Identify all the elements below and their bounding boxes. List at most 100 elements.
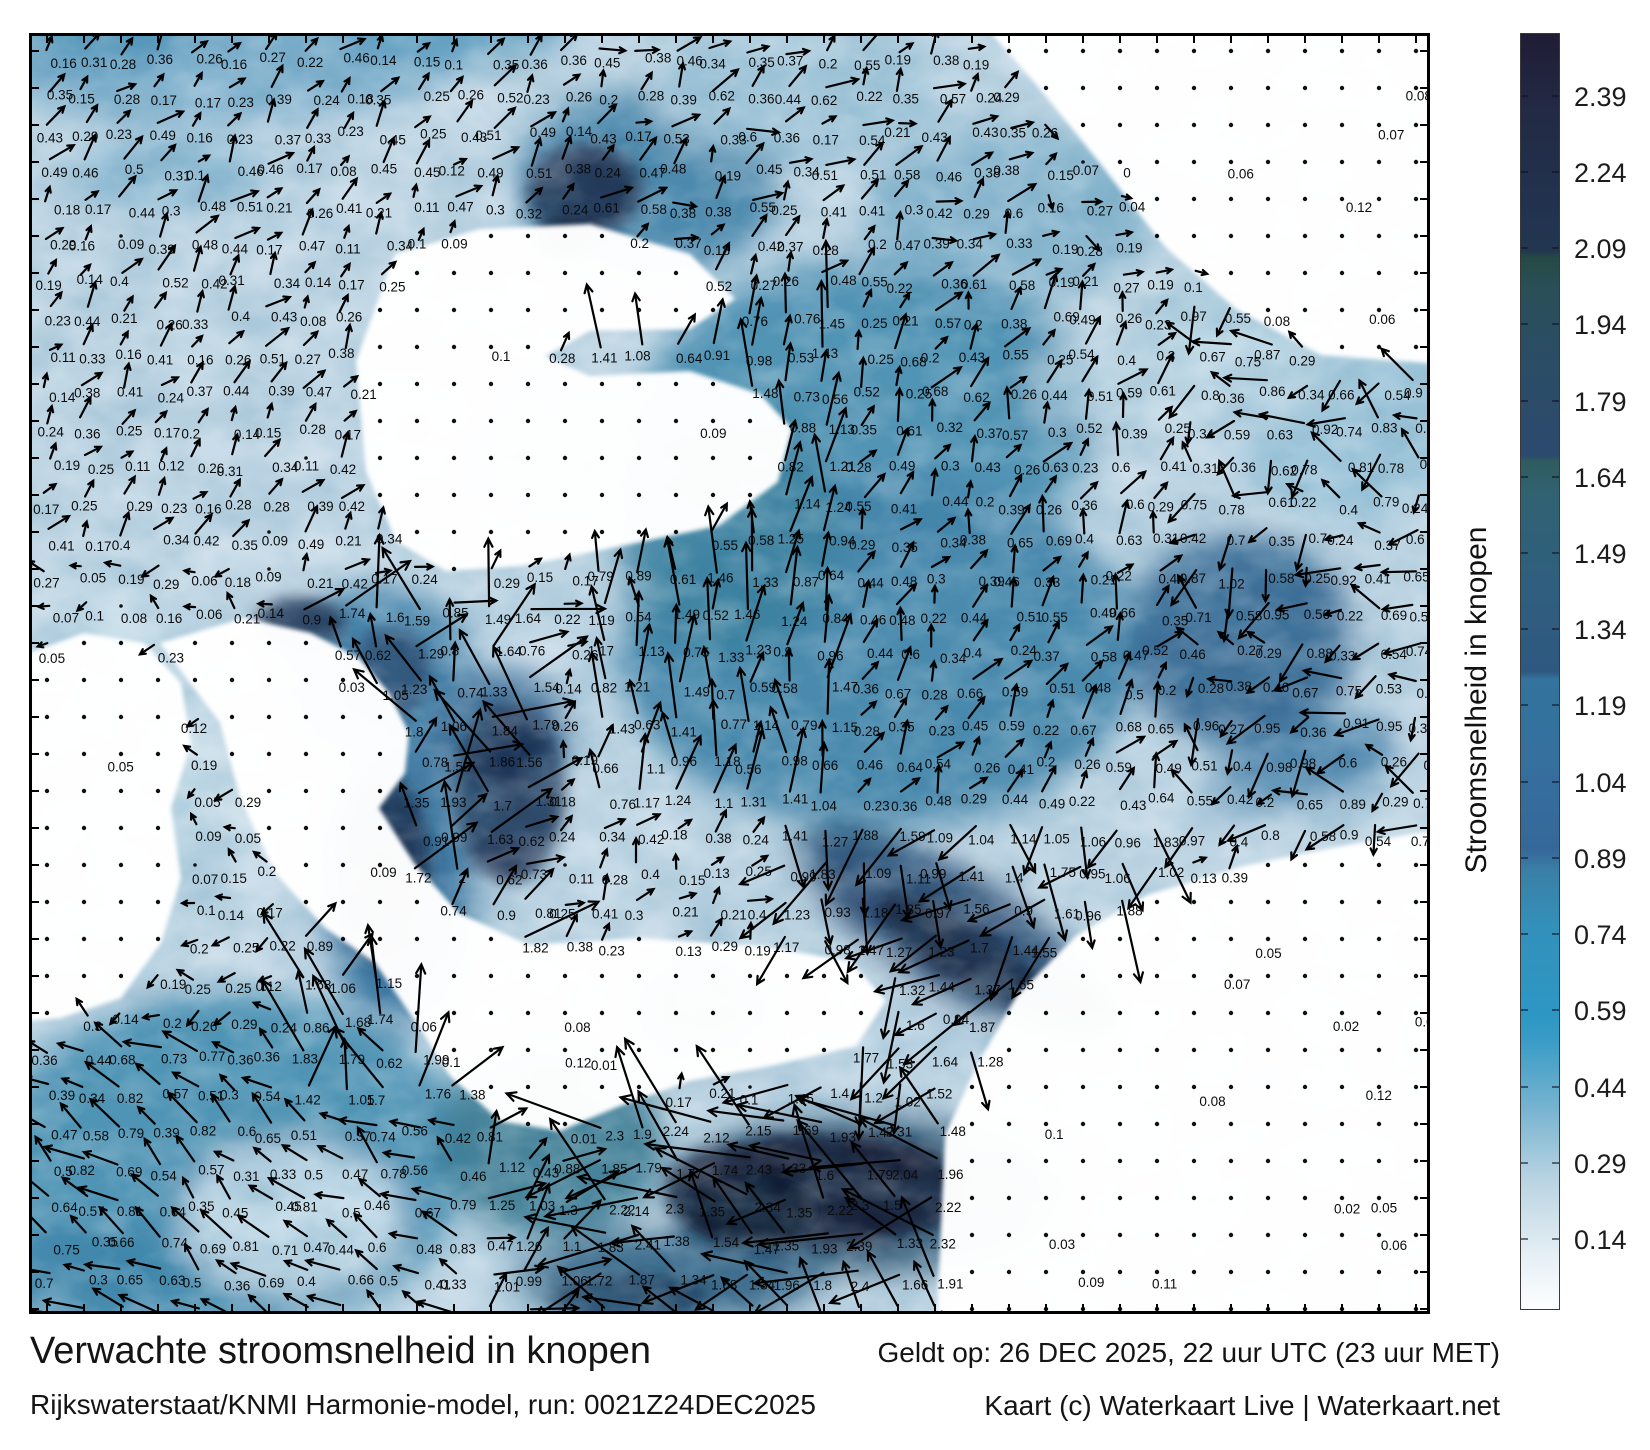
svg-text:1.06: 1.06: [1104, 871, 1130, 886]
svg-text:0.41: 0.41: [859, 203, 885, 218]
svg-text:0.18: 0.18: [225, 575, 251, 590]
colorbar-tick-label: 0.59: [1574, 996, 1627, 1027]
svg-text:0.55: 0.55: [1002, 347, 1028, 362]
svg-text:0.55: 0.55: [1187, 794, 1213, 809]
model-run-info: Rijkswaterstaat/KNMI Harmonie-model, run…: [30, 1389, 816, 1420]
svg-text:0.9: 0.9: [773, 645, 792, 660]
svg-text:0.71: 0.71: [272, 1243, 298, 1258]
svg-text:0.22: 0.22: [1069, 794, 1095, 809]
svg-text:0.38: 0.38: [328, 346, 354, 361]
svg-text:0.21: 0.21: [672, 904, 698, 919]
svg-text:0.05: 0.05: [194, 795, 220, 810]
svg-text:0.24: 0.24: [38, 425, 65, 440]
svg-text:0.28: 0.28: [549, 351, 575, 366]
svg-text:0.12: 0.12: [1346, 200, 1372, 215]
svg-text:1.19: 1.19: [589, 613, 615, 628]
svg-text:0.98: 0.98: [1266, 760, 1292, 775]
svg-text:0.51: 0.51: [475, 128, 501, 143]
svg-text:0.49: 0.49: [298, 537, 324, 552]
svg-text:0.28: 0.28: [854, 724, 880, 739]
svg-text:1.52: 1.52: [926, 1087, 952, 1102]
colorbar: [1520, 33, 1560, 1310]
svg-text:0.47: 0.47: [447, 200, 473, 215]
svg-text:0.36: 0.36: [853, 682, 879, 697]
svg-text:1.3: 1.3: [559, 1203, 578, 1218]
svg-text:0.9: 0.9: [497, 908, 516, 923]
svg-text:0.98: 0.98: [781, 754, 807, 769]
svg-text:0.51: 0.51: [291, 1128, 317, 1143]
svg-text:0.69: 0.69: [258, 1275, 284, 1290]
svg-text:1.04: 1.04: [968, 833, 995, 848]
svg-text:0.11: 0.11: [294, 458, 319, 473]
svg-text:0.42: 0.42: [330, 462, 356, 477]
svg-text:0.29: 0.29: [1382, 795, 1408, 810]
svg-text:1.15: 1.15: [832, 720, 858, 735]
svg-text:0.34: 0.34: [957, 237, 984, 252]
svg-text:0.39: 0.39: [153, 1126, 179, 1141]
svg-text:0.41: 0.41: [592, 906, 618, 921]
svg-text:0.52: 0.52: [1076, 421, 1102, 436]
svg-text:1.59: 1.59: [899, 829, 925, 844]
svg-text:0.11: 0.11: [335, 241, 360, 256]
colorbar-tick-label: 0.14: [1574, 1225, 1627, 1256]
svg-text:0.35: 0.35: [851, 423, 877, 438]
svg-text:0.22: 0.22: [1290, 495, 1316, 510]
svg-text:0.28: 0.28: [922, 688, 948, 703]
svg-text:0.41: 0.41: [336, 201, 362, 216]
svg-text:0.78: 0.78: [381, 1166, 407, 1181]
colorbar-tick-mark: [1521, 475, 1528, 478]
colorbar-tick-mark: [1552, 1161, 1559, 1164]
svg-text:0.24: 0.24: [271, 1021, 298, 1036]
svg-text:0.68: 0.68: [1116, 720, 1142, 735]
svg-text:0.22: 0.22: [886, 281, 912, 296]
svg-text:0.36: 0.36: [774, 130, 800, 145]
svg-text:0.05: 0.05: [39, 651, 65, 666]
svg-text:0.18: 0.18: [661, 828, 687, 843]
svg-text:0.79: 0.79: [1373, 495, 1399, 510]
svg-text:0.16: 0.16: [69, 238, 95, 253]
svg-text:0.49: 0.49: [41, 165, 67, 180]
svg-text:0.29: 0.29: [1255, 646, 1281, 661]
svg-text:0.1: 0.1: [197, 903, 216, 918]
svg-text:0.4: 0.4: [963, 646, 982, 661]
svg-text:0.25: 0.25: [225, 981, 251, 996]
svg-text:0.24: 0.24: [158, 390, 185, 405]
svg-text:0.33: 0.33: [270, 1167, 296, 1182]
svg-text:0.46: 0.46: [936, 169, 962, 184]
svg-text:1.48: 1.48: [940, 1124, 966, 1139]
svg-text:0.77: 0.77: [721, 717, 747, 732]
svg-text:0.37: 0.37: [1033, 649, 1059, 664]
svg-text:0.01: 0.01: [591, 1058, 617, 1073]
svg-text:0.33: 0.33: [1034, 575, 1060, 590]
svg-text:0.3: 0.3: [941, 459, 960, 474]
svg-text:0.44: 0.44: [961, 611, 988, 626]
svg-text:0.42: 0.42: [193, 533, 219, 548]
svg-text:0.34: 0.34: [163, 532, 190, 547]
svg-text:1.82: 1.82: [522, 941, 548, 956]
svg-text:0.12: 0.12: [158, 459, 184, 474]
svg-text:0.49: 0.49: [1090, 605, 1116, 620]
svg-text:0.14: 0.14: [77, 272, 104, 287]
svg-text:0.38: 0.38: [960, 533, 986, 548]
svg-text:0.16: 0.16: [50, 56, 76, 71]
svg-text:0.23: 0.23: [161, 501, 187, 516]
svg-text:1.74: 1.74: [367, 1012, 394, 1027]
svg-text:0.21: 0.21: [266, 201, 292, 216]
svg-text:0.89: 0.89: [1340, 797, 1366, 812]
svg-text:0.38: 0.38: [670, 206, 696, 221]
svg-text:1.64: 1.64: [515, 611, 542, 626]
svg-text:2.3: 2.3: [605, 1129, 624, 1144]
svg-text:0.51: 0.51: [860, 167, 886, 182]
svg-text:0.05: 0.05: [1255, 946, 1281, 961]
svg-text:0.6: 0.6: [1126, 497, 1145, 512]
svg-text:0.79: 0.79: [791, 718, 817, 733]
svg-text:0.09: 0.09: [441, 236, 467, 251]
svg-text:0.2: 0.2: [181, 426, 200, 441]
svg-text:0.65: 0.65: [1297, 797, 1323, 812]
svg-text:0.58: 0.58: [1091, 649, 1117, 664]
svg-text:0.56: 0.56: [1304, 607, 1330, 622]
svg-text:0.36: 0.36: [74, 427, 100, 442]
svg-text:0.38: 0.38: [933, 53, 959, 68]
svg-text:1.74: 1.74: [712, 1163, 739, 1178]
svg-text:1.06: 1.06: [1080, 835, 1106, 850]
